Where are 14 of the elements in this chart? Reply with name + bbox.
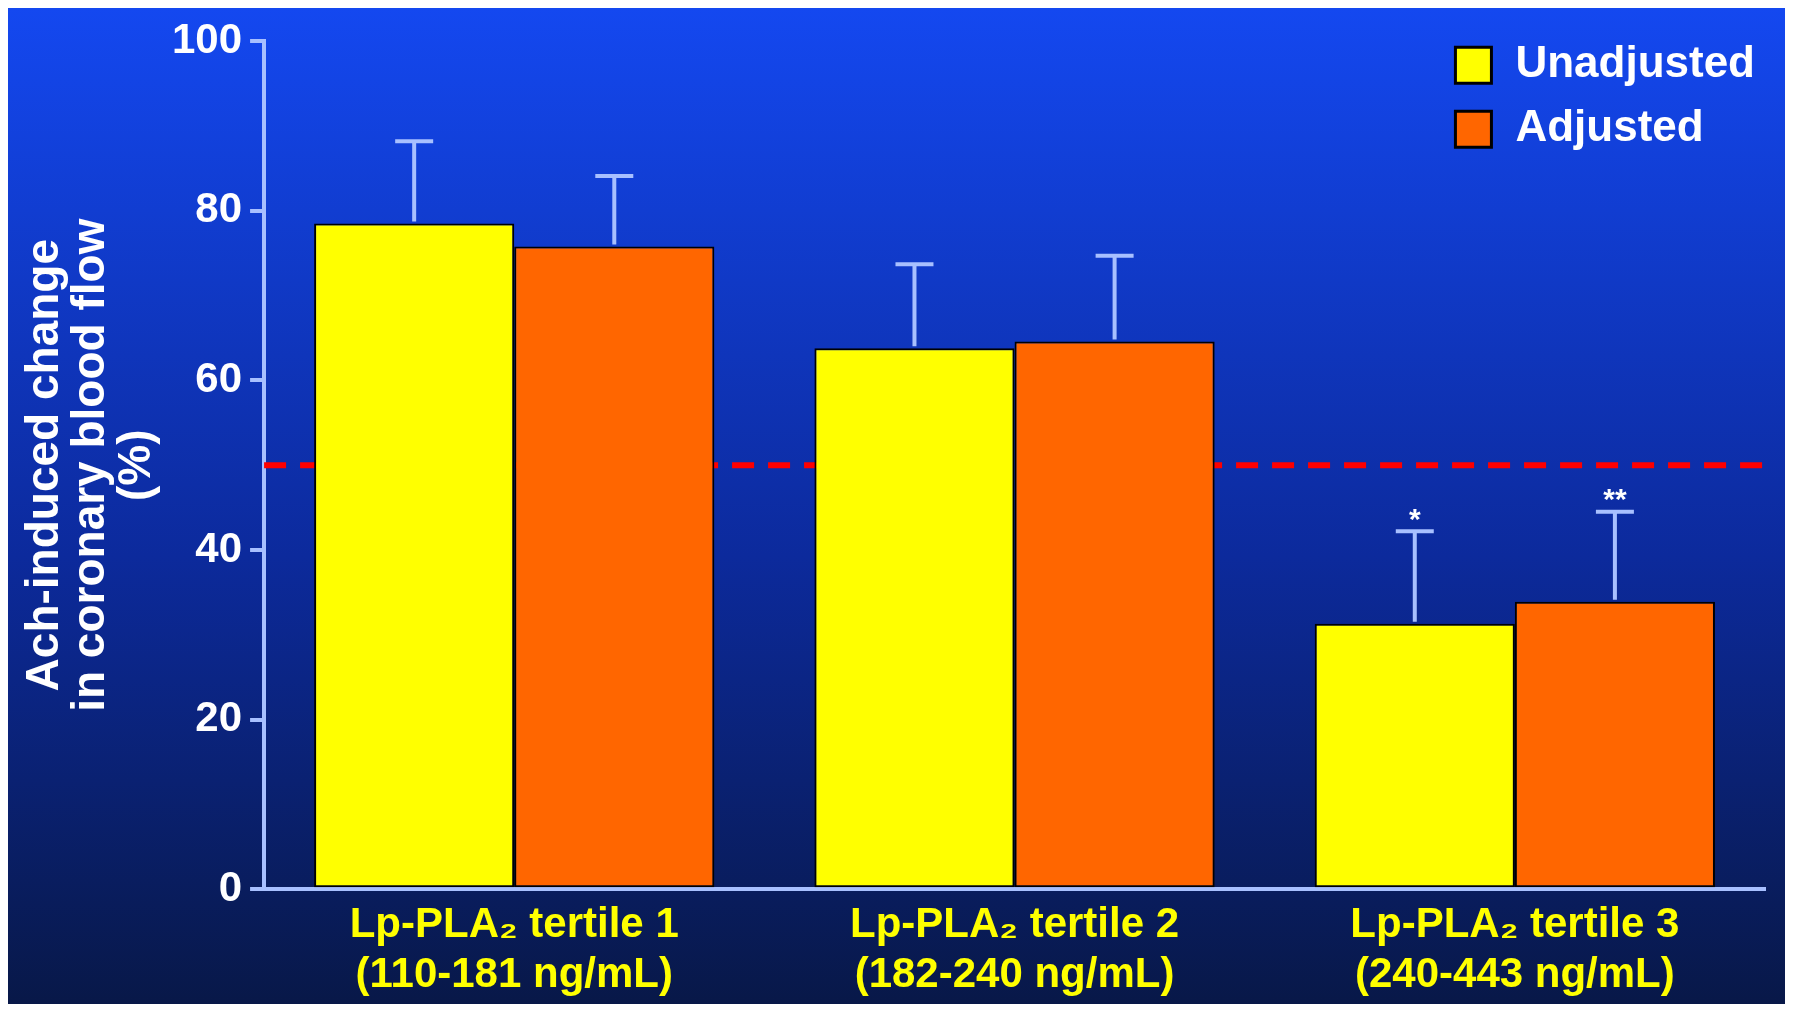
y-tick-label: 100 xyxy=(172,14,243,62)
legend-label: Unadjusted xyxy=(1515,37,1756,87)
y-tick-label: 20 xyxy=(195,693,243,741)
x-tick-label: Lp-PLA₂ tertile 3 (240-443 ng/mL) xyxy=(1350,898,1680,997)
x-tick-label: Lp-PLA₂ tertile 1 (110-181 ng/mL) xyxy=(349,898,679,997)
y-axis-title: Ach-induced change in coronary blood flow (%) xyxy=(15,218,160,712)
y-tick-label: 80 xyxy=(195,184,243,232)
y-tick-label: 60 xyxy=(195,353,243,401)
legend-label: Adjusted xyxy=(1515,101,1704,151)
annotation: ** xyxy=(1603,482,1627,516)
y-tick-label: 40 xyxy=(195,523,243,571)
annotation: * xyxy=(1408,501,1421,535)
x-tick-label: Lp-PLA₂ tertile 2 (182-240 ng/mL) xyxy=(850,898,1180,997)
y-tick-label: 0 xyxy=(218,862,243,910)
